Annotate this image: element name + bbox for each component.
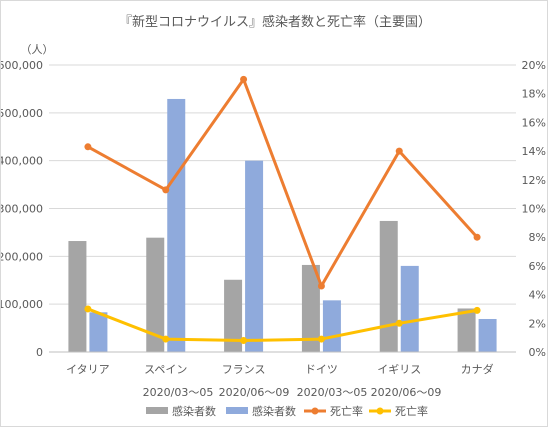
- y-left-tick-label: 500,000: [1, 107, 43, 120]
- lines: [84, 75, 481, 345]
- bar: [68, 241, 87, 352]
- legend-label: 死亡率: [395, 404, 428, 418]
- chart-title: 『新型コロナウイルス』感染者数と死亡率（主要国）: [119, 14, 431, 30]
- line-marker: [162, 335, 170, 343]
- series-line: [87, 307, 478, 343]
- y-left-tick-label: 600,000: [1, 59, 43, 72]
- y-left-tick-label: 0: [36, 346, 43, 359]
- x-tick-label: イギリス: [377, 363, 421, 376]
- line-marker: [395, 147, 403, 155]
- y-right-tick-label: 2%: [529, 317, 546, 330]
- bar: [224, 279, 243, 352]
- y-left-tick-label: 400,000: [1, 155, 43, 168]
- gridlines: [49, 64, 516, 305]
- legend-marker: [311, 407, 319, 415]
- y-left-tick-label: 100,000: [1, 298, 43, 311]
- bar: [245, 160, 264, 352]
- bar: [400, 265, 419, 352]
- bar: [379, 220, 398, 352]
- line-marker: [395, 319, 403, 327]
- y-right-tick-label: 18%: [522, 88, 546, 101]
- legend-label: 死亡率: [330, 404, 363, 418]
- legend-swatch: [146, 407, 168, 414]
- y-right-tick-label: 6%: [529, 260, 546, 273]
- legend-swatch: [226, 407, 248, 414]
- line-marker: [473, 233, 481, 241]
- line-marker: [240, 337, 248, 345]
- y-right-tick-label: 14%: [522, 145, 546, 158]
- y-axis-label: （人）: [21, 43, 54, 56]
- legend-label: 感染者数: [172, 404, 216, 418]
- line-marker: [84, 305, 92, 313]
- bar: [89, 312, 108, 352]
- legend-label: 感染者数: [252, 404, 296, 418]
- line-marker: [162, 186, 170, 194]
- x-tick-label: フランス: [222, 363, 266, 376]
- x-tick-label: イタリア: [66, 363, 110, 376]
- y-right-tick-label: 16%: [522, 116, 546, 129]
- bar: [457, 308, 476, 352]
- bar: [322, 300, 341, 352]
- period-label: 2020/06～09: [371, 386, 442, 399]
- y-right-tick-label: 12%: [522, 174, 546, 187]
- x-tick-label: スペイン: [144, 363, 187, 376]
- y-right-tick-label: 10%: [522, 203, 546, 216]
- legend: 感染者数 感染者数 死亡率 死亡率: [146, 404, 428, 418]
- y-right-tick-label: 0%: [529, 346, 546, 359]
- line-marker: [240, 75, 248, 83]
- bar: [167, 98, 186, 352]
- y-right-tick-label: 4%: [529, 289, 546, 302]
- x-tick-label: ドイツ: [305, 363, 338, 376]
- y-right-tick-label: 8%: [529, 231, 546, 244]
- bars: [68, 98, 497, 352]
- bar: [478, 318, 497, 352]
- line-marker: [473, 306, 481, 314]
- line-marker: [84, 143, 92, 151]
- x-tick-label: カナダ: [461, 362, 494, 376]
- axes: 0 100,000 200,000 300,000 400,000 500,000 600,…: [1, 59, 546, 399]
- legend-marker: [376, 407, 384, 415]
- line-marker: [317, 335, 325, 343]
- period-label: 2020/06～09: [219, 386, 290, 399]
- y-left-tick-label: 200,000: [1, 250, 43, 263]
- series-line: [87, 77, 479, 288]
- bar: [146, 237, 165, 352]
- line-marker: [317, 282, 325, 290]
- y-left-tick-label: 300,000: [1, 203, 43, 216]
- y-right-tick-label: 20%: [522, 59, 546, 72]
- period-label: 2020/03～05: [143, 386, 214, 399]
- bar: [301, 264, 320, 352]
- period-label: 2020/03～05: [297, 386, 368, 399]
